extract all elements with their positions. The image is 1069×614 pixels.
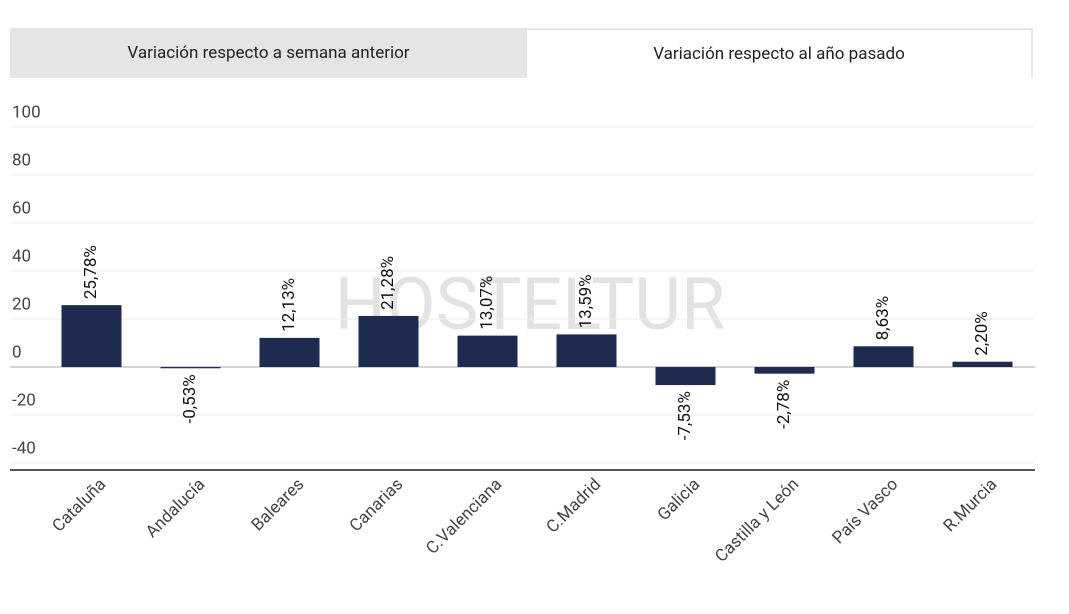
y-tick-label: 100 [12,102,41,122]
value-label: 13,59% [576,274,596,328]
bar [160,367,221,369]
y-tick-label: 40 [12,246,31,266]
bar [952,361,1013,367]
y-tick-label: 80 [12,150,31,170]
value-label: -7,53% [675,391,695,440]
y-tick-label: 20 [12,294,31,314]
value-label: 2,20% [972,311,992,355]
value-label: 8,63% [873,296,893,340]
bar [655,367,716,386]
x-tick-label: C.Madrid [542,475,605,538]
x-tick-label: Andalucía [142,475,209,542]
y-tick-label: 60 [12,198,31,218]
x-tick-label: C.Valenciana [422,475,506,559]
value-label: 12,13% [279,278,299,332]
y-tick-label: 0 [12,342,22,362]
bar [754,367,815,374]
tab[interactable]: Variación respecto a semana anterior [10,28,527,78]
x-tick-label: Baleares [248,475,309,536]
x-tick-label: Castilla y León [711,475,803,567]
value-label: -2,78% [774,380,794,429]
bar [358,315,419,367]
bar [853,346,914,367]
tab[interactable]: Variación respecto al año pasado [527,28,1033,78]
x-tick-label: Cataluña [49,475,111,537]
bar [61,305,122,367]
x-tick-label: Galicia [654,475,704,525]
y-tick-label: -40 [12,438,36,458]
y-tick-label: -20 [12,390,36,410]
value-label: -0,53% [180,374,200,423]
x-tick-label: R.Murcia [940,475,1002,537]
bar [457,335,518,367]
x-tick-label: Canarias [346,475,407,536]
value-label: 21,28% [378,256,398,310]
value-label: 25,78% [81,245,101,299]
bar [556,334,617,367]
x-tick-label: País Vasco [829,475,903,549]
bar [259,337,320,367]
value-label: 13,07% [477,276,497,330]
